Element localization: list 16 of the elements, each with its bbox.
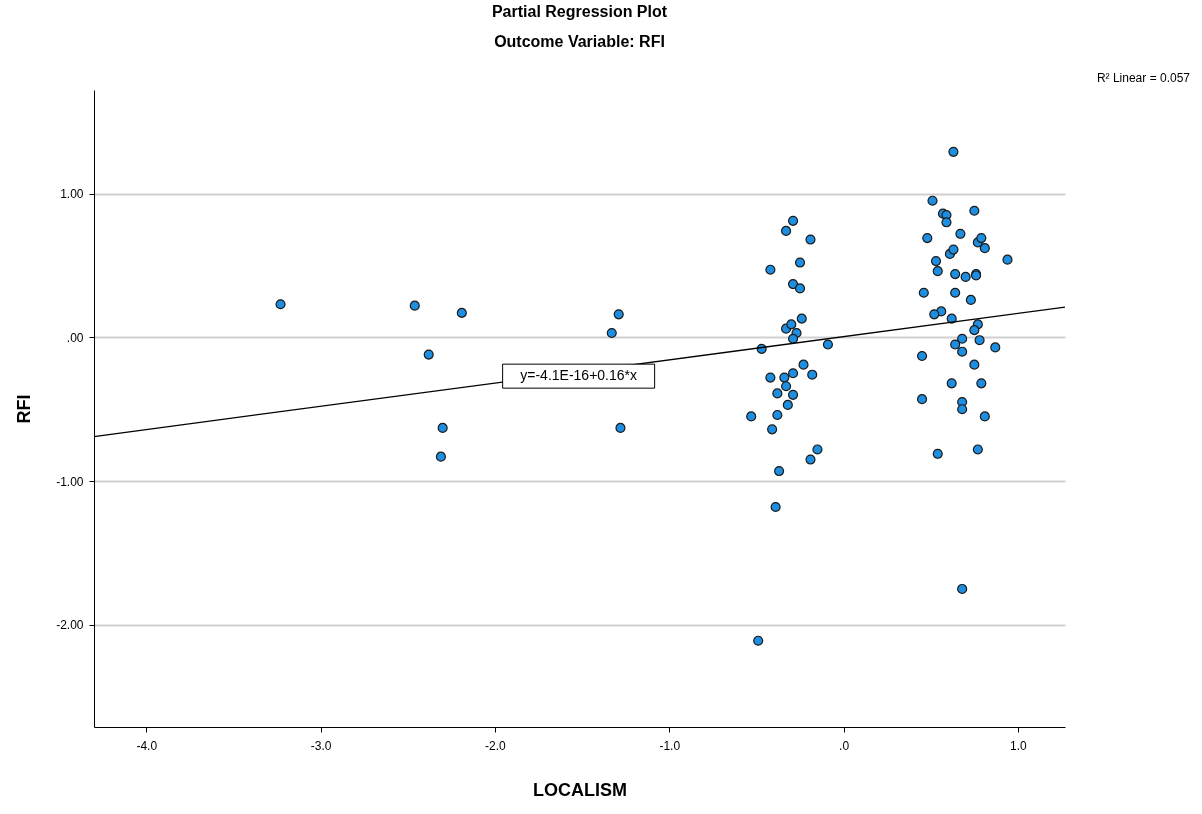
y-tick-label: 1.00 [60,187,84,202]
x-tick-label: -3.0 [310,738,332,753]
y-tick-label: -1.00 [56,474,84,489]
text: R² Linear = 0.057 [1096,71,1191,85]
y-axis-title: RFI [14,394,35,424]
y-tick-label: -2.00 [56,618,84,633]
x-tick-label: .0 [839,738,850,753]
x-tick-label: -1.0 [659,738,681,753]
chart-subtitle: Outcome Variable: RFI [494,33,665,50]
x-tick-label: -4.0 [136,738,158,753]
y-tick-label: .00 [66,330,84,345]
x-tick-label: -2.0 [485,738,507,753]
chart-title: Partial Regression Plot [491,3,668,20]
x-axis-title: LOCALISM [533,779,627,800]
x-tick-label: 1.0 [1010,738,1028,753]
annotation: y=-4.1E-16+0.16*x [520,367,637,384]
